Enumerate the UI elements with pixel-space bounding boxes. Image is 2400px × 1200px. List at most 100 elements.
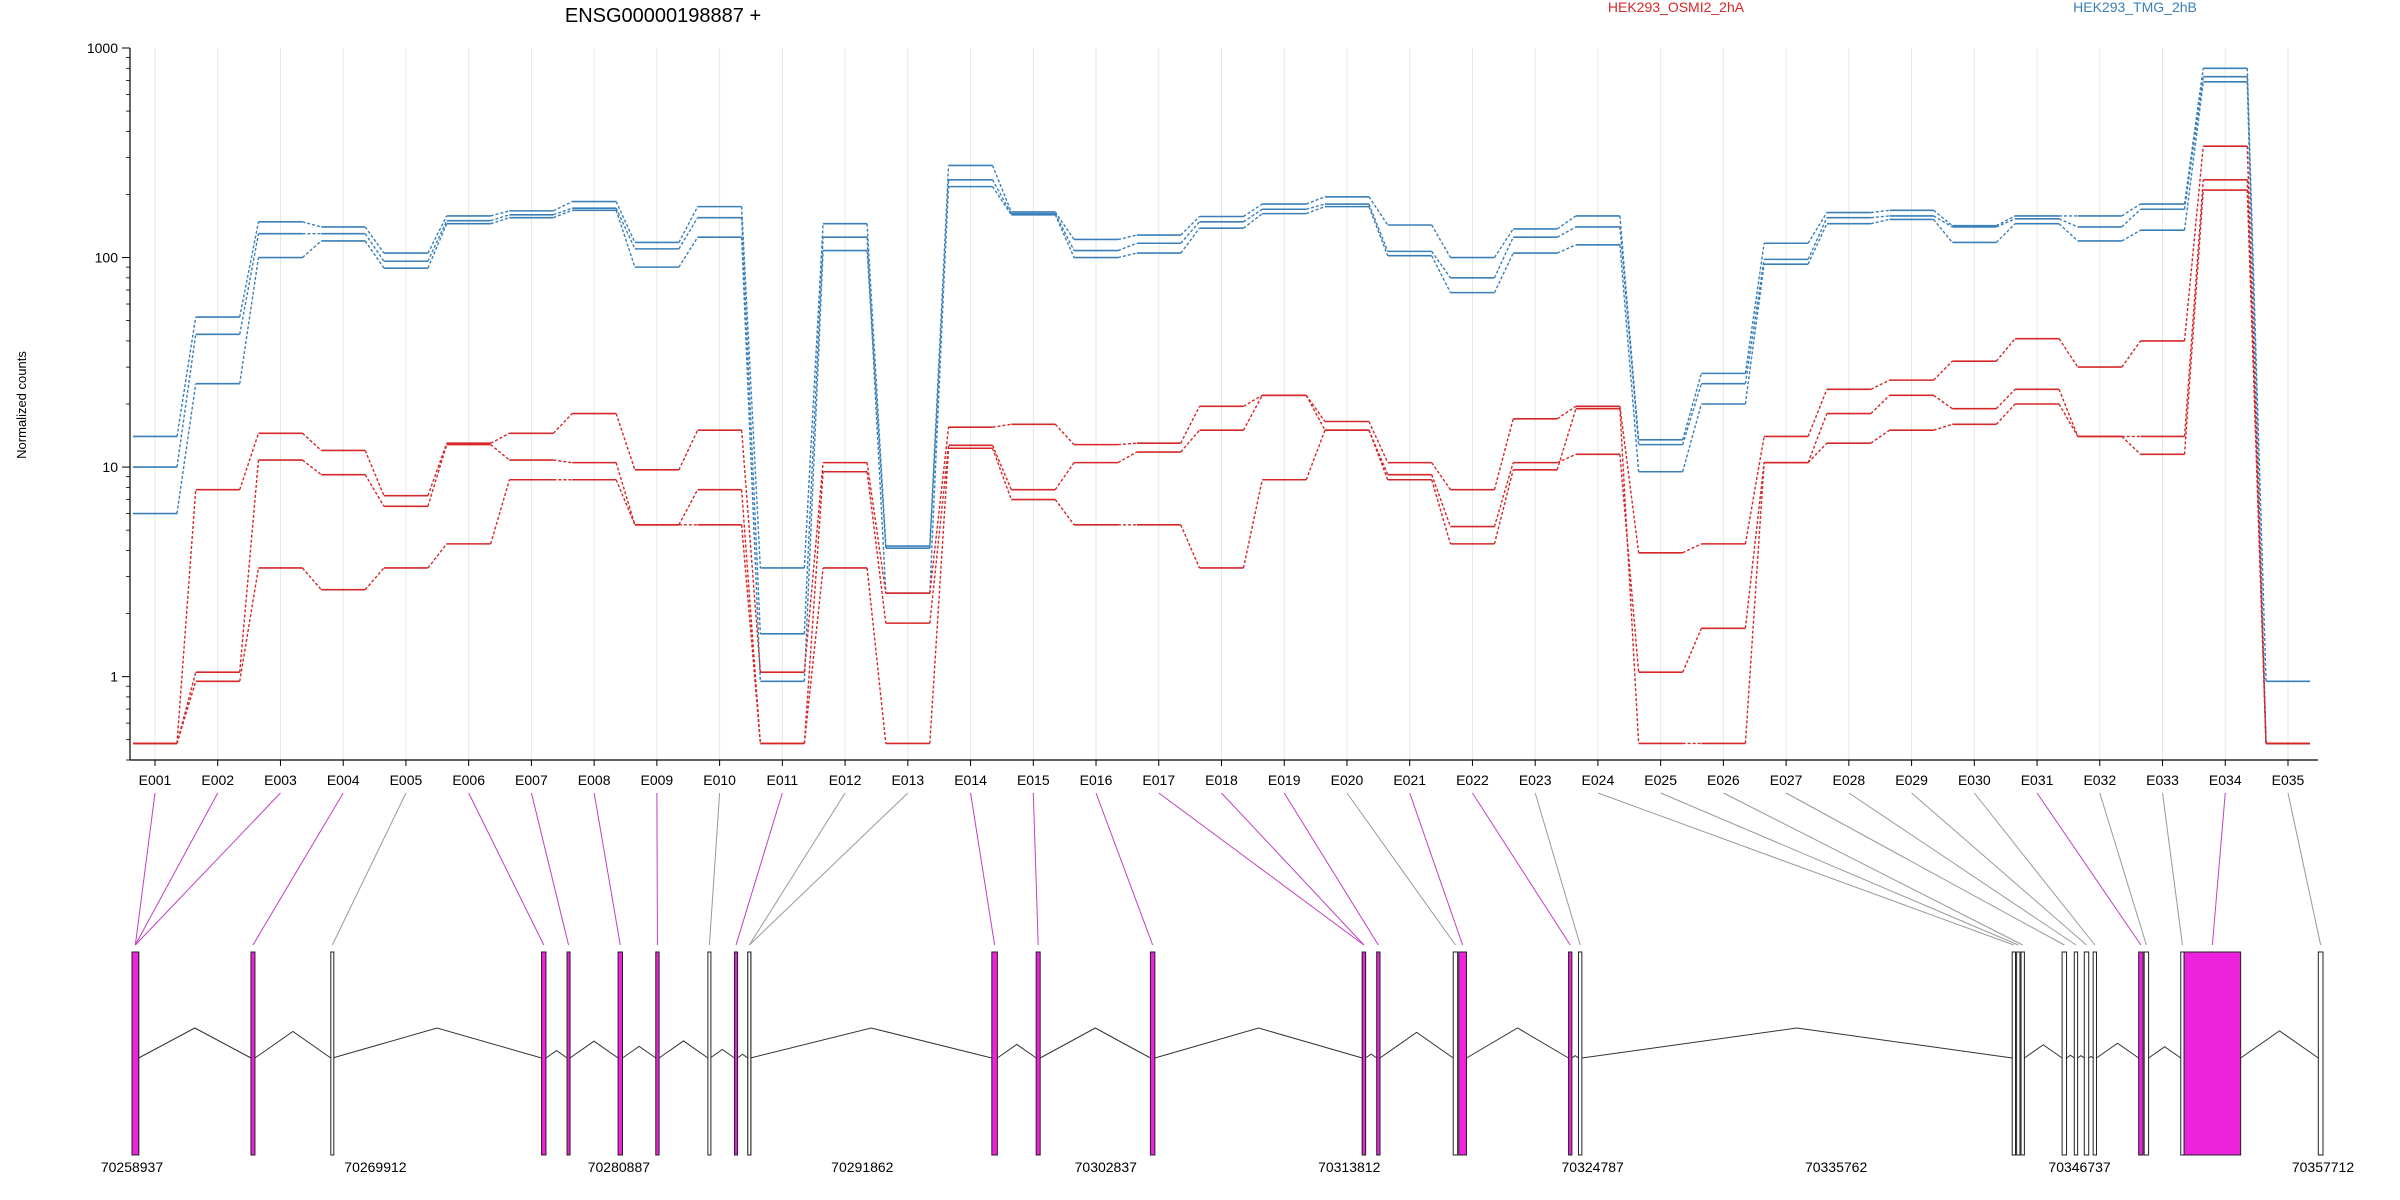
- series-connector: [2246, 189, 2267, 744]
- bin-connector: [331, 792, 407, 946]
- intron-line: [569, 1040, 619, 1059]
- exon-bin-labels: E001 E002 E003 E004 E005 E006 E007 E008 E009 E010…: [139, 760, 2305, 788]
- intron-line: [1571, 1055, 1579, 1059]
- bin-connector: [1660, 792, 2019, 946]
- coordinate-label: 70324787: [1562, 1159, 1625, 1175]
- series-connector: [2183, 189, 2204, 455]
- series-connector: [2183, 146, 2204, 341]
- series-connector: [992, 423, 1012, 428]
- series-connector: [490, 432, 510, 444]
- series-connector: [1933, 423, 1953, 431]
- x-tick-label: E001: [139, 772, 172, 788]
- series-connector: [1117, 451, 1138, 464]
- x-tick-label: E010: [703, 772, 736, 788]
- exon-box: [2020, 951, 2025, 1156]
- bin-connector: [1409, 792, 1464, 946]
- series-connector: [553, 200, 573, 212]
- exon-box: [707, 951, 712, 1156]
- bin-to-exon-connectors: [134, 792, 2322, 946]
- x-tick-label: E004: [327, 772, 360, 788]
- bin-connector: [1911, 792, 2087, 946]
- genomic-coordinate-labels: 70258937 70269912 70280887 70291862 70302837…: [101, 1159, 2355, 1175]
- exon-box: [1568, 951, 1573, 1156]
- coordinate-label: 70346737: [2048, 1159, 2111, 1175]
- series-connector: [1431, 479, 1452, 545]
- grid-lines: [154, 48, 2289, 760]
- series-connector: [1431, 255, 1452, 293]
- x-tick-label: E011: [767, 772, 799, 788]
- exon-box: [2143, 951, 2150, 1156]
- y-tick-label: 100: [95, 250, 119, 266]
- intron-line: [997, 1043, 1037, 1059]
- series-connector: [1054, 499, 1075, 526]
- series-connector: [615, 207, 636, 250]
- x-tick-label: E002: [201, 772, 234, 788]
- exon-box: [734, 951, 739, 1156]
- exon-boxes: [131, 951, 2324, 1156]
- x-tick-label: E025: [1644, 772, 1677, 788]
- series-connector: [1870, 215, 1890, 219]
- series-connector: [364, 474, 385, 507]
- series-connector: [1368, 206, 1389, 256]
- x-tick-label: E026: [1707, 772, 1740, 788]
- bin-connector: [735, 792, 783, 946]
- exon-box: [2061, 951, 2068, 1156]
- series-connector: [866, 471, 887, 624]
- series-connector: [678, 217, 699, 250]
- series-connector: [1682, 628, 1703, 673]
- series-connector: [1243, 213, 1263, 229]
- intron-line: [1379, 1031, 1454, 1059]
- bin-connector: [1346, 792, 1456, 946]
- series-connector: [427, 442, 448, 496]
- intron-line: [138, 1027, 252, 1059]
- series-connector: [803, 567, 824, 744]
- series-connector: [427, 223, 448, 269]
- series-connector: [2121, 203, 2141, 217]
- series-connector: [1180, 524, 1201, 569]
- series-connector: [1933, 360, 1953, 381]
- exon-box: [2317, 951, 2324, 1156]
- series-connector: [1744, 436, 1765, 545]
- y-axis-label: Normalized counts: [14, 351, 29, 459]
- series-connector: [1744, 462, 1765, 744]
- series-connector: [427, 543, 448, 569]
- bin-connector: [1221, 792, 1365, 946]
- exon-box: [1452, 951, 1459, 1156]
- bin-connector: [656, 792, 658, 946]
- intron-line: [1365, 1053, 1377, 1059]
- coordinate-label: 70291862: [831, 1159, 894, 1175]
- intron-line: [2024, 1044, 2063, 1059]
- series-connector: [740, 206, 762, 569]
- series-connector: [615, 201, 636, 243]
- series-connector: [1493, 418, 1514, 490]
- series-connector: [2121, 208, 2142, 228]
- series-connector: [803, 471, 824, 744]
- bin-connector: [1973, 792, 2096, 946]
- series-connector: [1243, 208, 1263, 223]
- intron-lines: [138, 1027, 2319, 1059]
- series-connector: [1807, 217, 1828, 260]
- series-connector: [1870, 394, 1891, 415]
- exon-box: [250, 951, 256, 1156]
- intron-line: [2096, 1042, 2139, 1059]
- series-connector: [1681, 373, 1703, 440]
- series-connector: [1744, 243, 1765, 374]
- series-connector: [1744, 462, 1765, 629]
- series-connector: [1870, 429, 1890, 444]
- exon-box: [2092, 951, 2097, 1156]
- series-connector: [1306, 203, 1326, 210]
- series-connector: [239, 233, 260, 335]
- series-connector: [2058, 403, 2079, 437]
- series-connector: [302, 240, 322, 259]
- x-tick-label: E018: [1205, 772, 1238, 788]
- series-connector: [1619, 244, 1640, 472]
- series-connector: [553, 209, 573, 219]
- exon-box: [747, 951, 752, 1156]
- x-tick-label: E008: [578, 772, 611, 788]
- intron-line: [737, 1053, 749, 1059]
- series-connector: [2183, 68, 2204, 205]
- series-connector: [2121, 435, 2142, 455]
- series-connector: [2183, 81, 2204, 231]
- bin-connector: [708, 792, 721, 946]
